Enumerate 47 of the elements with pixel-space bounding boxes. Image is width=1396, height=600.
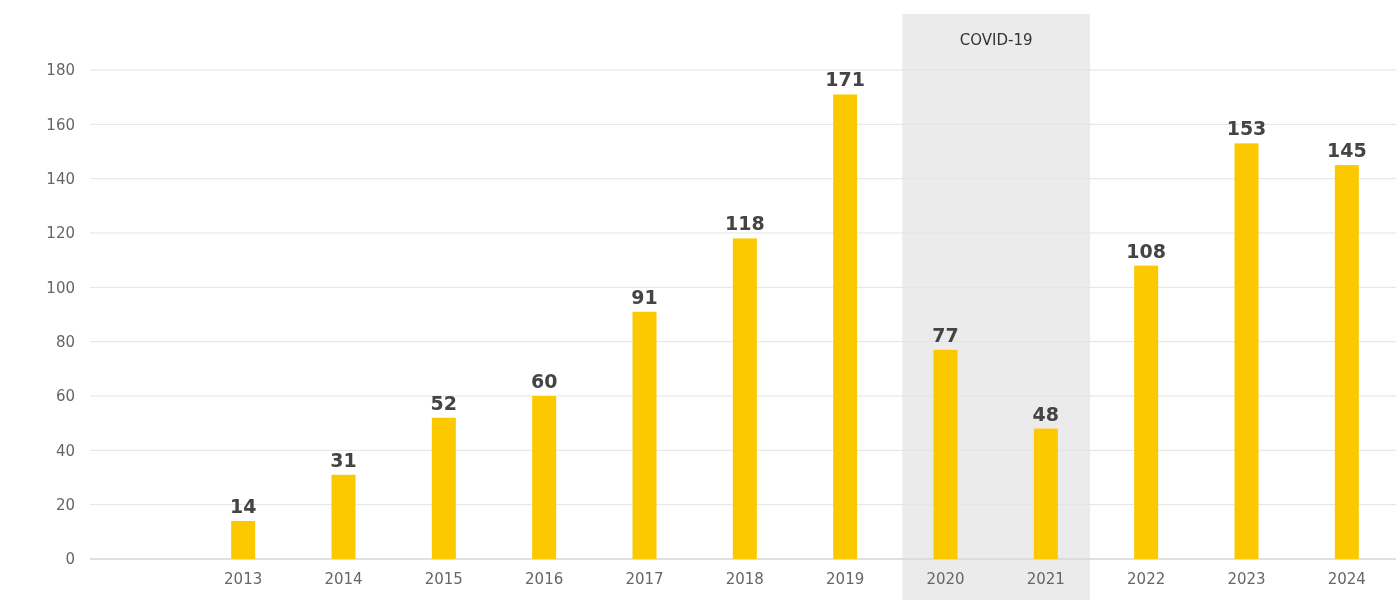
bar bbox=[1033, 428, 1058, 559]
x-tick-label: 2016 bbox=[525, 570, 564, 588]
bar bbox=[732, 238, 757, 559]
bar bbox=[331, 474, 356, 559]
y-tick-label: 140 bbox=[46, 169, 75, 188]
data-label: 14 bbox=[229, 494, 257, 517]
data-label: 77 bbox=[932, 323, 959, 346]
data-label: 52 bbox=[430, 391, 458, 414]
y-tick-label: 160 bbox=[46, 115, 75, 134]
data-label: 48 bbox=[1032, 402, 1060, 425]
y-tick-label: 120 bbox=[46, 224, 75, 243]
x-tick-label: 2018 bbox=[725, 570, 764, 588]
bar bbox=[431, 417, 456, 559]
data-label: 171 bbox=[825, 68, 865, 91]
x-tick-label: 2021 bbox=[1026, 570, 1065, 588]
y-tick-label: 40 bbox=[55, 441, 75, 460]
x-tick-label: 2019 bbox=[826, 570, 865, 588]
y-tick-label: 0 bbox=[65, 550, 75, 569]
data-label: 31 bbox=[330, 448, 357, 471]
band-label: COVID-19 bbox=[959, 31, 1033, 49]
data-label: 108 bbox=[1126, 239, 1166, 262]
bar bbox=[933, 349, 958, 559]
bar bbox=[231, 520, 256, 559]
x-tick-label: 2015 bbox=[424, 570, 463, 588]
bar bbox=[1134, 265, 1159, 559]
data-label: 153 bbox=[1226, 117, 1267, 140]
y-tick-label: 60 bbox=[55, 387, 75, 406]
x-tick-label: 2020 bbox=[926, 570, 965, 588]
bar bbox=[632, 311, 657, 559]
bar bbox=[833, 94, 858, 559]
bar bbox=[1234, 143, 1259, 559]
x-tick-label: 2023 bbox=[1227, 570, 1266, 588]
bar bbox=[1334, 165, 1359, 559]
x-tick-label: 2017 bbox=[625, 570, 664, 588]
y-tick-label: 20 bbox=[55, 495, 75, 514]
y-tick-label: 180 bbox=[46, 61, 75, 80]
data-label: 60 bbox=[530, 370, 558, 392]
x-tick-label: 2024 bbox=[1327, 570, 1366, 588]
x-tick-label: 2022 bbox=[1127, 570, 1166, 588]
bar bbox=[532, 396, 557, 559]
x-tick-label: 2013 bbox=[224, 570, 263, 588]
x-tick-label: 2014 bbox=[324, 570, 363, 588]
data-label: 118 bbox=[725, 212, 765, 235]
data-label: 91 bbox=[631, 285, 658, 308]
y-tick-label: 80 bbox=[55, 332, 75, 351]
data-label: 145 bbox=[1327, 139, 1367, 162]
y-tick-label: 100 bbox=[46, 278, 75, 297]
